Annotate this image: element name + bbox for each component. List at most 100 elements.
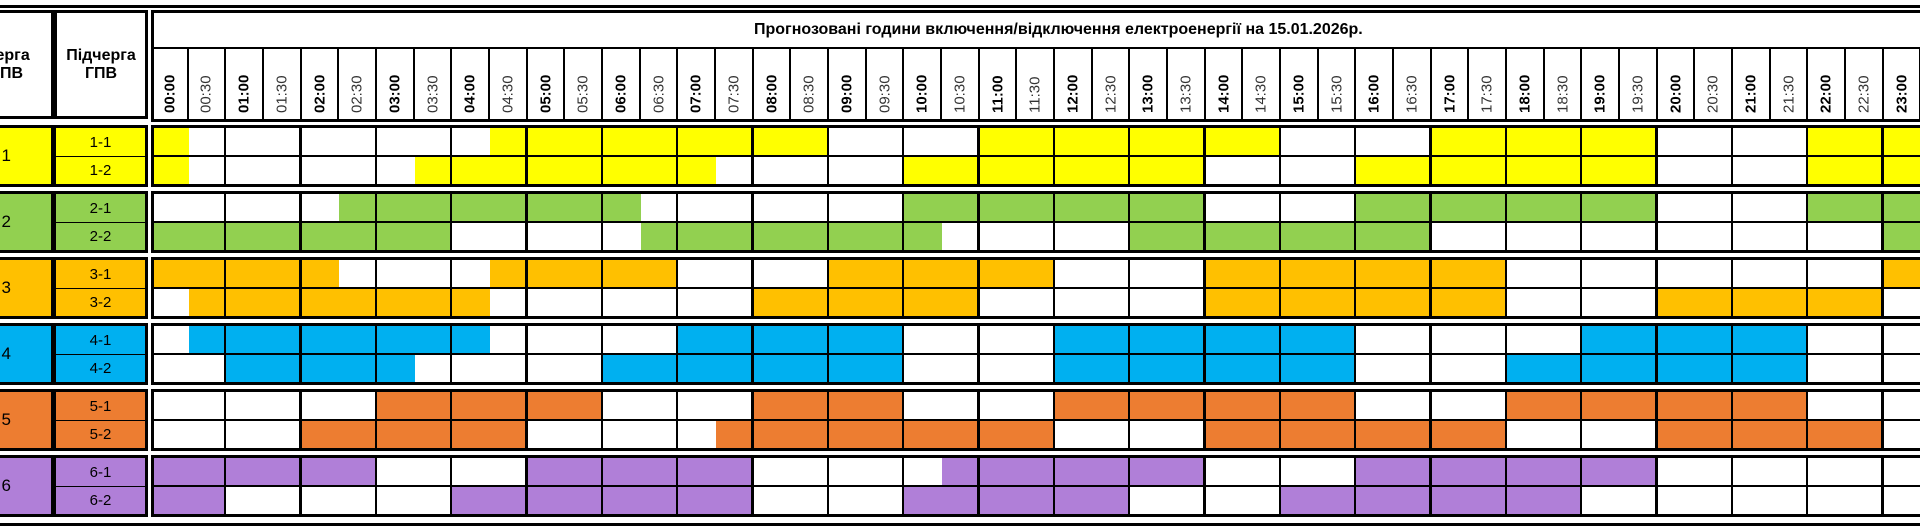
slot-3-1-0430	[490, 257, 529, 288]
slot-3-1-0000	[151, 257, 190, 288]
time-header-0230: 02:30	[339, 49, 377, 122]
slot-3-2-0430	[490, 288, 529, 319]
time-label: 02:30	[348, 75, 366, 113]
time-header-2300: 23:00	[1883, 49, 1920, 122]
slot-6-1-1030	[942, 455, 981, 486]
slot-1-2-1400	[1205, 156, 1244, 187]
slot-6-2-0330	[414, 486, 453, 517]
slot-4-2-0030	[188, 354, 227, 385]
slot-3-1-0330	[414, 257, 453, 288]
slot-4-2-2200	[1808, 354, 1847, 385]
slot-5-1-1000	[904, 389, 943, 420]
slot-4-1-0830	[791, 323, 830, 354]
time-label: 17:00	[1441, 74, 1459, 113]
slot-4-2-1800	[1507, 354, 1546, 385]
slot-6-2-1630	[1394, 486, 1433, 517]
time-label: 10:00	[913, 74, 931, 113]
slot-4-1-1030	[942, 323, 981, 354]
slot-4-2-0200	[301, 354, 340, 385]
time-label: 21:30	[1780, 75, 1798, 113]
slot-4-1-2130	[1770, 323, 1809, 354]
slot-2-2-1130	[1017, 222, 1056, 253]
slot-5-1-0000	[151, 389, 190, 420]
time-label: 16:00	[1365, 74, 1383, 113]
slot-6-1-0800	[753, 455, 792, 486]
slot-5-2-0730	[716, 420, 755, 451]
slot-1-1-1200	[1055, 125, 1094, 156]
slot-6-1-0130	[264, 455, 303, 486]
slot-3-1-2230	[1846, 257, 1885, 288]
slot-5-2-0000	[151, 420, 190, 451]
slot-1-1-2130	[1770, 125, 1809, 156]
slot-2-1-0630	[640, 191, 679, 222]
time-header-1200: 12:00	[1055, 49, 1093, 122]
slot-5-1-0300	[377, 389, 416, 420]
slot-3-1-2300	[1883, 257, 1920, 288]
slot-2-1-1200	[1055, 191, 1094, 222]
slot-4-2-0730	[716, 354, 755, 385]
slot-6-2-1900	[1582, 486, 1621, 517]
slot-2-2-1930	[1620, 222, 1659, 253]
time-label: 20:30	[1704, 75, 1722, 113]
group-column-header-text: Черга ГПВ	[0, 46, 30, 82]
slot-6-2-0730	[716, 486, 755, 517]
slot-2-2-0430	[490, 222, 529, 253]
slot-3-1-1700	[1431, 257, 1470, 288]
schedule-title: Прогнозовані години включення/відключенн…	[151, 10, 1920, 49]
slot-5-2-0830	[791, 420, 830, 451]
slot-1-2-0930	[866, 156, 905, 187]
subgroup-label-4-2: 4-2	[54, 354, 148, 385]
time-header-1600: 16:00	[1356, 49, 1395, 122]
slot-3-1-1730	[1469, 257, 1508, 288]
slot-6-1-1900	[1582, 455, 1621, 486]
slot-5-2-1030	[942, 420, 981, 451]
slot-2-2-0900	[829, 222, 868, 253]
slot-6-2-1830	[1544, 486, 1583, 517]
time-header-1930: 19:30	[1620, 49, 1658, 122]
slot-2-2-0630	[640, 222, 679, 253]
slot-1-2-0530	[565, 156, 604, 187]
slot-1-2-0130	[264, 156, 303, 187]
slot-5-1-1300	[1130, 389, 1169, 420]
slot-4-2-0930	[866, 354, 905, 385]
slot-2-1-1700	[1431, 191, 1470, 222]
slot-6-2-0200	[301, 486, 340, 517]
slot-6-2-0530	[565, 486, 604, 517]
slot-6-2-1100	[979, 486, 1018, 517]
slot-6-2-0500	[527, 486, 566, 517]
slot-2-2-1500	[1281, 222, 1320, 253]
time-label: 04:00	[461, 74, 479, 113]
slot-6-2-0830	[791, 486, 830, 517]
slot-2-1-1130	[1017, 191, 1056, 222]
time-header-1900: 19:00	[1582, 49, 1621, 122]
slot-3-1-2030	[1695, 257, 1734, 288]
slot-5-1-0430	[490, 389, 529, 420]
time-label: 17:30	[1478, 75, 1496, 113]
slot-3-2-0830	[791, 288, 830, 319]
slot-5-1-0100	[226, 389, 265, 420]
slot-1-2-0500	[527, 156, 566, 187]
slot-4-2-0400	[452, 354, 491, 385]
slot-1-1-1230	[1092, 125, 1131, 156]
slot-5-2-0600	[603, 420, 642, 451]
slot-4-1-0130	[264, 323, 303, 354]
subgroup-label-5-1: 5-1	[54, 389, 148, 421]
slot-6-1-0730	[716, 455, 755, 486]
slot-1-2-0030	[188, 156, 227, 187]
time-label: 18:00	[1516, 74, 1534, 113]
time-header-0500: 05:00	[527, 49, 566, 122]
slot-1-2-2030	[1695, 156, 1734, 187]
slot-4-2-1400	[1205, 354, 1244, 385]
group-label-5: 5	[0, 389, 54, 451]
slot-5-2-0030	[188, 420, 227, 451]
slot-2-1-1800	[1507, 191, 1546, 222]
slot-1-2-0830	[791, 156, 830, 187]
slot-4-1-1800	[1507, 323, 1546, 354]
slot-3-1-2100	[1733, 257, 1772, 288]
slot-5-2-0200	[301, 420, 340, 451]
slot-3-1-0130	[264, 257, 303, 288]
slot-4-2-1600	[1356, 354, 1395, 385]
time-label: 19:30	[1629, 75, 1647, 113]
slot-5-1-0700	[678, 389, 717, 420]
slot-5-1-0400	[452, 389, 491, 420]
